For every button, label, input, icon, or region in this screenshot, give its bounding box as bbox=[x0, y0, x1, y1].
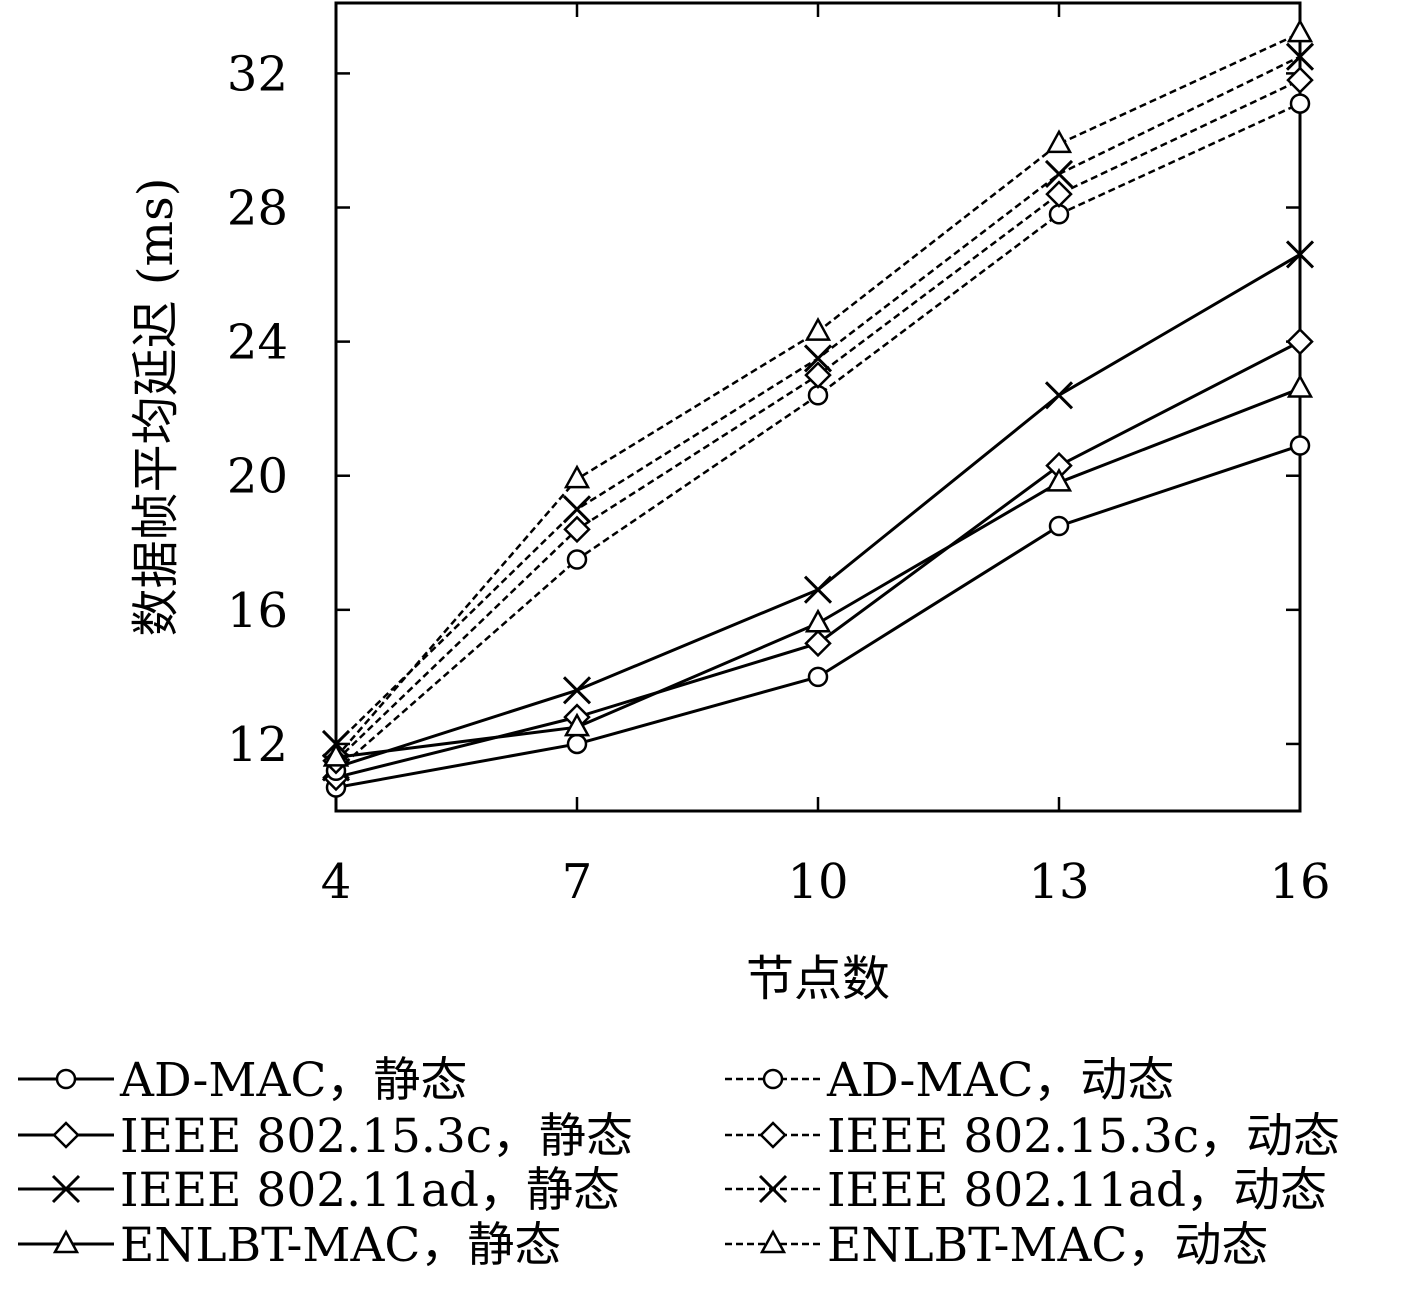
legend-item: IEEE 802.15.3c，动态 bbox=[725, 1109, 1340, 1164]
legend-label: IEEE 802.11ad，动态 bbox=[827, 1163, 1327, 1218]
circle-marker bbox=[1048, 515, 1070, 537]
legend-label: IEEE 802.15.3c，动态 bbox=[827, 1109, 1340, 1164]
cross-marker bbox=[1044, 159, 1074, 189]
cross-marker bbox=[1044, 381, 1074, 410]
legend-item: AD-MAC，动态 bbox=[725, 1053, 1174, 1108]
legend-label: ENLBT-MAC，动态 bbox=[827, 1218, 1268, 1273]
legend-label: IEEE 802.11ad，静态 bbox=[120, 1163, 620, 1218]
cross-stroke bbox=[562, 676, 592, 705]
circle-marker bbox=[807, 385, 829, 406]
cross-marker bbox=[1285, 42, 1315, 71]
legend-item: IEEE 802.11ad，静态 bbox=[18, 1163, 620, 1218]
triangle-marker bbox=[1286, 18, 1314, 43]
triangle-marker bbox=[322, 742, 350, 767]
triangle-marker bbox=[804, 316, 832, 341]
plot-frame bbox=[334, 1, 1302, 813]
legend-item: ENLBT-MAC，静态 bbox=[18, 1218, 561, 1273]
triangle-marker bbox=[804, 608, 832, 633]
cross-stroke bbox=[562, 495, 592, 524]
diamond-marker bbox=[1286, 327, 1314, 356]
series-line-3 bbox=[335, 387, 1301, 759]
diamond-marker bbox=[563, 515, 591, 544]
legend-item: IEEE 802.15.3c，静态 bbox=[18, 1109, 633, 1164]
triangle-marker bbox=[563, 464, 591, 489]
circle-marker bbox=[566, 733, 588, 755]
legend-label: IEEE 802.15.3c，静态 bbox=[120, 1109, 633, 1164]
triangle-marker bbox=[563, 712, 591, 737]
x-tick-label: 7 bbox=[562, 854, 593, 910]
diamond-marker bbox=[1045, 180, 1073, 208]
x-tick-label: 16 bbox=[1269, 854, 1330, 910]
series-line-1 bbox=[335, 340, 1301, 779]
cross-stroke bbox=[803, 575, 833, 604]
x-tick-label: 13 bbox=[1028, 854, 1089, 910]
cross-marker bbox=[51, 1174, 81, 1204]
cross-marker bbox=[1285, 240, 1315, 269]
y-tick-label: 24 bbox=[227, 315, 288, 371]
circle-marker bbox=[1289, 435, 1311, 456]
x-tick-label: 10 bbox=[787, 854, 848, 910]
cross-marker bbox=[562, 495, 592, 524]
series-line-4 bbox=[335, 102, 1301, 772]
circle-marker bbox=[762, 1068, 784, 1090]
cross-stroke bbox=[51, 1174, 81, 1204]
legend-label: AD-MAC，动态 bbox=[826, 1053, 1174, 1108]
cross-stroke bbox=[758, 1174, 788, 1204]
diamond-marker bbox=[804, 629, 832, 658]
cross-stroke bbox=[1044, 159, 1074, 189]
diamond-marker bbox=[759, 1121, 787, 1149]
legend-item: IEEE 802.11ad，动态 bbox=[725, 1163, 1327, 1218]
cross-marker bbox=[758, 1174, 788, 1204]
circle-marker bbox=[1289, 93, 1311, 114]
circle-marker bbox=[807, 666, 829, 688]
y-tick-label: 20 bbox=[227, 449, 288, 505]
legend-label: ENLBT-MAC，静态 bbox=[120, 1218, 561, 1273]
triangle-marker bbox=[1045, 467, 1073, 492]
y-tick-label: 12 bbox=[227, 717, 288, 773]
diamond-marker bbox=[1286, 66, 1314, 94]
legend-item: ENLBT-MAC，动态 bbox=[725, 1218, 1268, 1273]
triangle-marker bbox=[52, 1229, 80, 1254]
circle-marker bbox=[55, 1068, 77, 1090]
cross-marker bbox=[562, 676, 592, 705]
legend-item: AD-MAC，静态 bbox=[18, 1053, 467, 1108]
cross-stroke bbox=[803, 344, 833, 373]
series-markers bbox=[321, 18, 1315, 798]
y-tick-label: 28 bbox=[227, 181, 288, 237]
circle-marker bbox=[1048, 203, 1070, 225]
cross-stroke bbox=[1285, 42, 1315, 71]
cross-stroke bbox=[1285, 240, 1315, 269]
x-tick-label: 4 bbox=[321, 854, 352, 910]
y-tick-label: 16 bbox=[227, 583, 288, 639]
triangle-marker bbox=[1286, 373, 1314, 398]
diamond-marker bbox=[52, 1121, 80, 1149]
ticks-layer: 4 7 10 13 16 12 16 20 24 28 32 bbox=[227, 3, 1331, 910]
cross-marker bbox=[803, 575, 833, 604]
cross-stroke bbox=[1044, 381, 1074, 410]
circle-marker bbox=[566, 549, 588, 570]
triangle-marker bbox=[1045, 129, 1073, 154]
diamond-marker bbox=[804, 361, 832, 389]
y-axis-label: 数据帧平均延迟 (ms) bbox=[128, 178, 184, 637]
x-axis-label: 节点数 bbox=[746, 951, 890, 1007]
triangle-marker bbox=[759, 1229, 787, 1254]
series-line-5 bbox=[335, 78, 1301, 762]
cross-marker bbox=[803, 344, 833, 373]
y-tick-label: 32 bbox=[227, 46, 288, 102]
legend-label: AD-MAC，静态 bbox=[119, 1053, 467, 1108]
